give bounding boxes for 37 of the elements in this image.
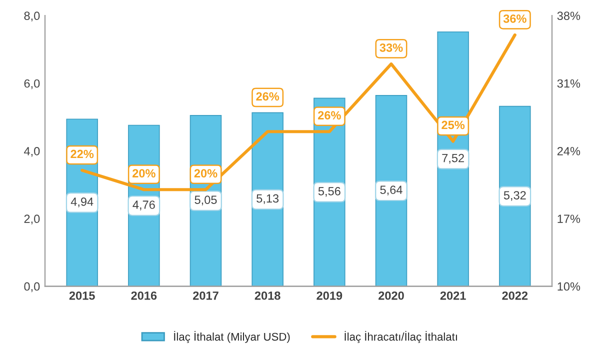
data-label: 5,56 [318,187,340,197]
y2-tick-label: 24% [557,146,580,156]
legend-label: İlaç İhracatı/İlaç İthalatı [344,330,457,343]
x-tick-label: 2015 [69,291,95,300]
legend-label: İlaç İthalat (Milyar USD) [174,330,290,343]
y-tick-label: 6,0 [24,79,40,90]
y-tick-label: 0,0 [24,282,40,292]
data-label: 5,64 [380,186,402,196]
data-label: 4,94 [70,198,94,208]
data-label: 7,52 [442,154,464,164]
data-label: 33% [380,43,403,52]
x-tick-label: 2019 [316,291,342,300]
x-tick-label: 2020 [378,291,404,300]
bar [375,95,408,286]
y2-tick-label: 17% [558,214,580,223]
x-tick-label: 2022 [502,291,528,300]
data-label: 5,32 [504,191,526,201]
data-label: 22% [70,150,94,158]
x-tick-label: 2016 [131,291,157,300]
y2-tick-label: 38% [557,12,580,20]
data-label: 5,13 [256,194,279,204]
x-tick-label: 2017 [193,291,218,300]
data-label: 36% [503,14,526,23]
data-label: 5,05 [194,196,217,206]
data-label: 26% [256,92,280,101]
data-label: 20% [132,169,156,178]
y-tick-label: 4,0 [24,146,40,157]
data-label: 26% [318,111,341,120]
y-tick-label: 8,0 [24,12,40,22]
data-label: 20% [194,169,218,178]
data-label: 4,76 [132,200,155,210]
y2-tick-label: 31% [557,79,580,88]
x-tick-label: 2018 [254,291,280,300]
x-tick-label: 2021 [440,291,466,300]
y2-tick-label: 10% [558,282,580,291]
y-tick-label: 2,0 [24,214,40,224]
data-label: 25% [442,120,465,130]
